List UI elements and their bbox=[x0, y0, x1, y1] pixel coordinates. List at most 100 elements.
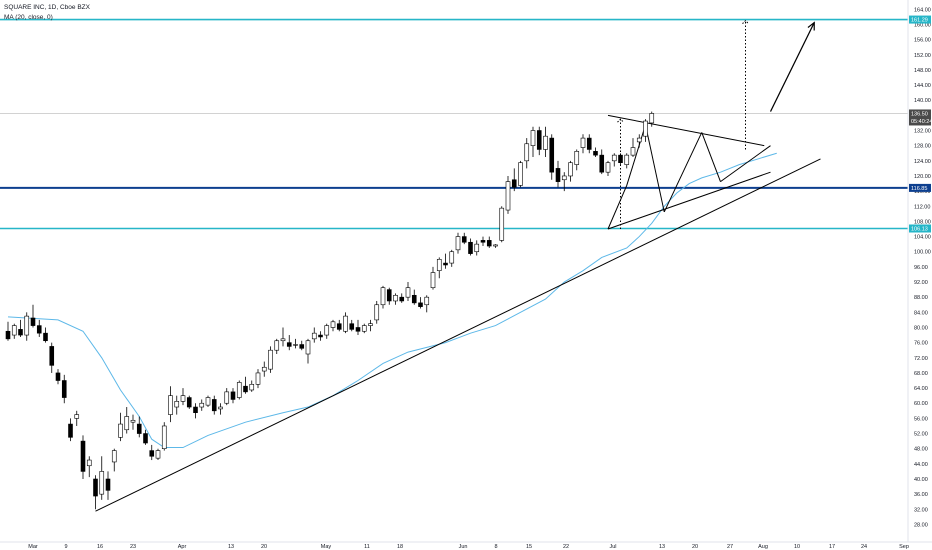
candle-body bbox=[605, 162, 611, 173]
candle-body bbox=[30, 317, 36, 326]
trendline-3 bbox=[607, 185, 628, 230]
candle bbox=[80, 435, 86, 479]
candle bbox=[249, 380, 255, 392]
candle-body bbox=[436, 258, 442, 271]
candle-body bbox=[18, 329, 23, 336]
candle-body bbox=[380, 287, 386, 306]
trendline-8 bbox=[720, 145, 771, 183]
candle-body bbox=[586, 137, 592, 150]
candle bbox=[236, 380, 242, 400]
candle bbox=[618, 153, 623, 165]
time-tick-label: Apr bbox=[178, 544, 187, 550]
candle bbox=[174, 395, 180, 415]
time-tick-label: Jul bbox=[609, 544, 616, 550]
ma-legend: MA (20, close, 0) bbox=[4, 14, 53, 21]
candle bbox=[193, 403, 198, 419]
candle bbox=[11, 323, 17, 339]
candle bbox=[424, 295, 430, 313]
time-tick-label: 20 bbox=[692, 544, 698, 550]
candle bbox=[24, 312, 30, 341]
candle-body bbox=[343, 315, 348, 332]
candle-body bbox=[543, 135, 548, 150]
horizontal-levels bbox=[0, 18, 908, 230]
candle-body bbox=[399, 296, 405, 302]
price-tick-label: 60.00 bbox=[914, 401, 928, 407]
price-tick-label: 124.00 bbox=[914, 159, 931, 165]
time-tick-label: 20 bbox=[261, 544, 267, 550]
level-price-tag-2: 106.13 bbox=[911, 227, 928, 233]
trendlines bbox=[95, 19, 821, 512]
candle bbox=[168, 386, 173, 423]
candle bbox=[99, 456, 105, 500]
candle-body bbox=[93, 478, 98, 497]
moving-average-line bbox=[7, 152, 777, 449]
candle-body bbox=[318, 334, 323, 338]
time-tick-label: 27 bbox=[727, 544, 733, 550]
candle-body bbox=[274, 340, 280, 351]
time-tick-label: 17 bbox=[829, 544, 835, 550]
level-price-tag-1: 116.85 bbox=[911, 186, 927, 192]
candle-body bbox=[36, 325, 42, 334]
price-tick-label: 120.00 bbox=[914, 174, 931, 180]
price-tick-label: 36.00 bbox=[914, 492, 928, 498]
candle-body bbox=[86, 459, 92, 467]
candle-body bbox=[555, 168, 561, 182]
candle-body bbox=[574, 151, 580, 165]
price-tick-label: 144.00 bbox=[914, 83, 931, 89]
candle bbox=[299, 340, 305, 351]
candle-body bbox=[211, 399, 217, 412]
level-price-tag-1-bg bbox=[909, 183, 931, 192]
candle bbox=[524, 138, 530, 169]
candle bbox=[355, 319, 361, 336]
candle bbox=[586, 134, 592, 154]
candle bbox=[474, 240, 480, 256]
candle bbox=[218, 403, 223, 415]
candle bbox=[224, 388, 230, 406]
candle bbox=[36, 319, 42, 337]
candle-body bbox=[224, 391, 230, 404]
candle-body bbox=[105, 478, 111, 491]
candle-body bbox=[536, 130, 542, 150]
candle-body bbox=[330, 321, 336, 328]
price-tick-label: 84.00 bbox=[914, 310, 928, 316]
candle-body bbox=[205, 397, 211, 406]
candle-body bbox=[486, 240, 492, 247]
candle-body bbox=[530, 130, 536, 146]
candle-body bbox=[524, 143, 530, 162]
trendline-7 bbox=[701, 132, 721, 182]
candle bbox=[68, 418, 73, 442]
trendline-2 bbox=[607, 114, 765, 147]
candle bbox=[86, 456, 92, 478]
candle-body bbox=[455, 236, 461, 251]
candle-body bbox=[611, 154, 617, 162]
candle-body bbox=[149, 450, 155, 457]
candle bbox=[155, 448, 161, 461]
price-tick-label: 88.00 bbox=[914, 295, 928, 301]
time-tick-label: 10 bbox=[794, 544, 800, 550]
candle-body bbox=[161, 425, 167, 449]
candle bbox=[493, 244, 498, 248]
candle-body bbox=[243, 385, 248, 393]
candle bbox=[549, 134, 555, 180]
trendline-6 bbox=[663, 132, 703, 213]
candle-body bbox=[193, 406, 198, 414]
candle-body bbox=[155, 450, 161, 459]
candle bbox=[443, 253, 448, 269]
candle bbox=[361, 323, 367, 334]
candle-body bbox=[518, 162, 523, 186]
candle-body bbox=[405, 287, 411, 298]
candle-body bbox=[418, 302, 423, 307]
candle-body bbox=[280, 338, 286, 342]
price-tick-label: 164.00 bbox=[914, 7, 931, 13]
time-tick-label: 15 bbox=[526, 544, 532, 550]
candle bbox=[486, 236, 492, 248]
candle-body bbox=[130, 419, 136, 423]
candle-body bbox=[480, 240, 486, 243]
candle-body bbox=[43, 332, 48, 342]
candle bbox=[318, 331, 323, 341]
price-tick-label: 52.00 bbox=[914, 432, 928, 438]
candle-body bbox=[349, 323, 355, 330]
candle-body bbox=[186, 397, 192, 408]
time-tick-label: May bbox=[321, 544, 332, 550]
